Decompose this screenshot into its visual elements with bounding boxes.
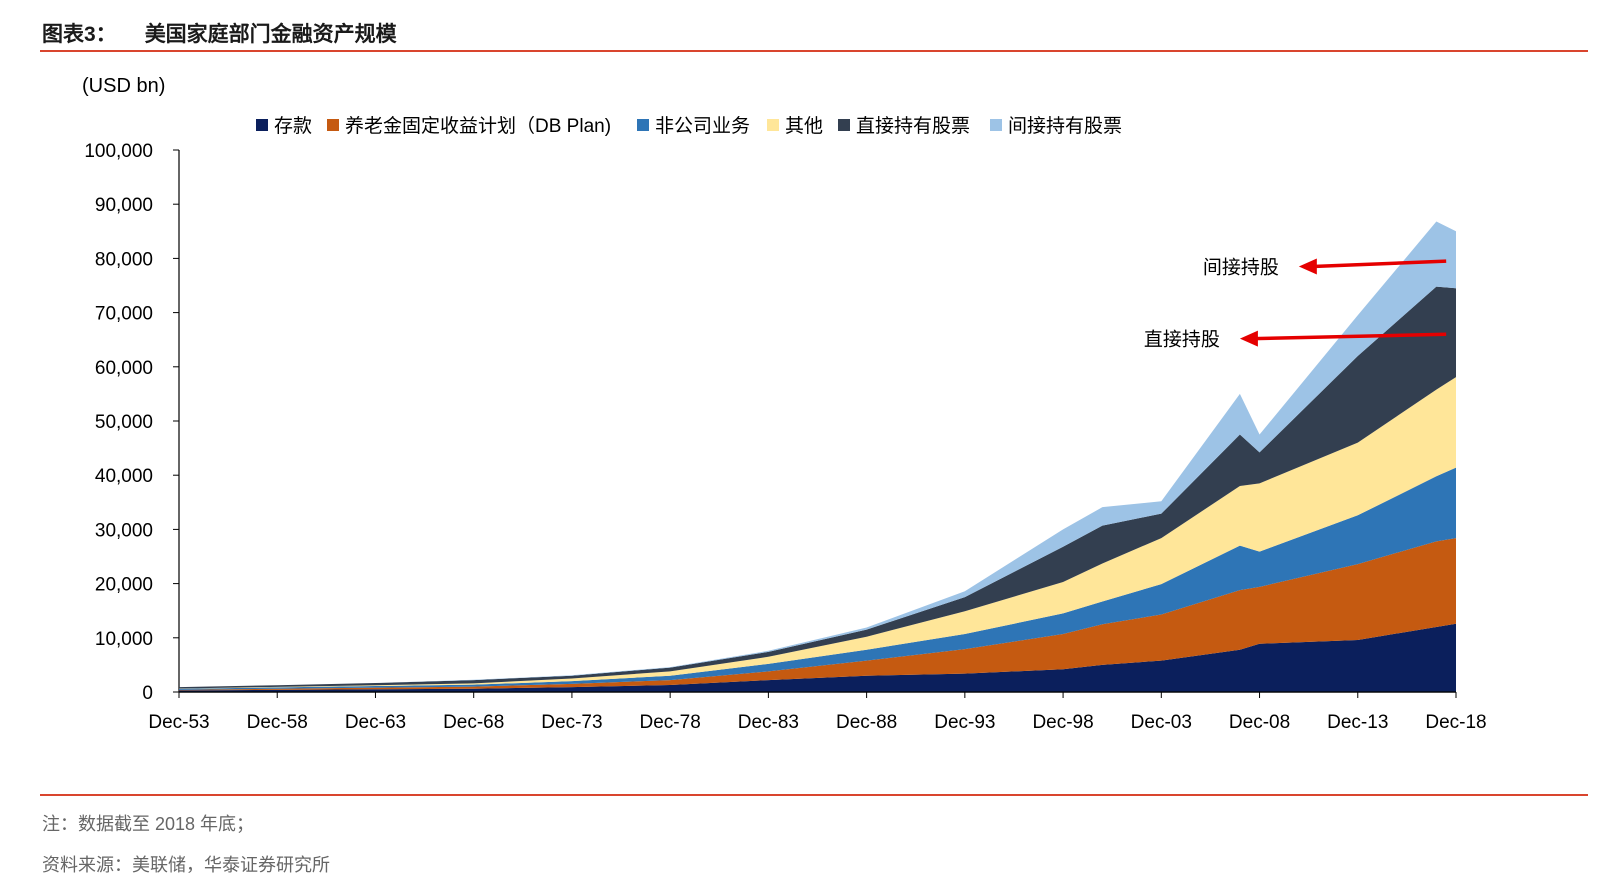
y-tick-label-3: 30,000 — [95, 520, 153, 541]
legend-label-1: 养老金固定收益计划（DB Plan) — [345, 115, 611, 137]
legend-swatch-5 — [990, 119, 1002, 131]
legend-label-4: 直接持有股票 — [856, 115, 970, 137]
legend-swatch-2 — [637, 119, 649, 131]
legend-swatch-1 — [327, 119, 339, 131]
y-tick-label-7: 70,000 — [95, 304, 153, 325]
annotation-arrow-0 — [1312, 259, 1447, 269]
x-tick-label-6: Dec-83 — [738, 712, 799, 733]
annotation-arrow-1 — [1253, 332, 1447, 341]
chart-areas — [179, 221, 1456, 693]
legend-label-2: 非公司业务 — [655, 115, 750, 137]
x-tick-label-1: Dec-58 — [247, 712, 308, 733]
x-tick-label-4: Dec-73 — [541, 712, 602, 733]
y-tick-label-0: 0 — [142, 683, 153, 704]
area-series-3 — [179, 377, 1456, 689]
y-tick-label-2: 20,000 — [95, 575, 153, 596]
chart-axes: 0 10,000 20,000 30,000 40,000 50,000 60,000 70,… — [84, 141, 1486, 733]
y-tick-label-8: 80,000 — [95, 249, 153, 270]
y-tick-label-5: 50,000 — [95, 412, 153, 433]
x-tick-label-9: Dec-98 — [1032, 712, 1093, 733]
annotation-label-1: 直接持股 — [1144, 329, 1220, 351]
x-tick-label-11: Dec-08 — [1229, 712, 1290, 733]
annotation-label-0: 间接持股 — [1203, 257, 1279, 279]
x-tick-label-13: Dec-18 — [1425, 712, 1486, 733]
header-rule — [40, 50, 1588, 52]
area-series-4 — [179, 286, 1456, 689]
x-tick-label-5: Dec-78 — [640, 712, 701, 733]
y-tick-label-10: 100,000 — [84, 141, 153, 162]
stacked-area-chart: (USD bn) 存款 养老金固定收益计划（DB Plan) 非公司业务 其他 直接持有… — [82, 75, 1487, 733]
footnote: 注：数据截至 2018 年底； — [42, 814, 255, 834]
legend-label-5: 间接持有股票 — [1008, 115, 1122, 137]
area-series-0 — [179, 623, 1456, 692]
annotation-arrowhead-0 — [1298, 258, 1317, 275]
legend-swatch-3 — [767, 119, 779, 131]
legend-swatch-0 — [256, 119, 268, 131]
x-tick-label-0: Dec-53 — [148, 712, 209, 733]
legend-label-0: 存款 — [274, 115, 312, 137]
figure-number: 图表3： — [42, 23, 117, 46]
x-tick-label-8: Dec-93 — [934, 712, 995, 733]
x-tick-label-3: Dec-68 — [443, 712, 504, 733]
y-tick-label-4: 40,000 — [95, 466, 153, 487]
footer-rule — [40, 794, 1588, 796]
chart-legend: 存款 养老金固定收益计划（DB Plan) 非公司业务 其他 直接持有股票 间接持有股票 — [256, 115, 1122, 137]
figure-title: 图表3： 美国家庭部门金融资产规模 — [42, 18, 397, 48]
y-tick-label-1: 10,000 — [95, 629, 153, 650]
source-note: 资料来源：美联储，华泰证券研究所 — [42, 855, 330, 875]
area-series-5 — [179, 221, 1456, 688]
legend-label-3: 其他 — [785, 115, 823, 137]
y-tick-label-6: 60,000 — [95, 358, 153, 379]
unit-label: (USD bn) — [82, 75, 165, 97]
x-tick-label-10: Dec-03 — [1131, 712, 1192, 733]
area-series-1 — [179, 538, 1456, 691]
x-tick-label-2: Dec-63 — [345, 712, 406, 733]
figure-subtitle: 美国家庭部门金融资产规模 — [144, 23, 397, 46]
x-tick-label-7: Dec-88 — [836, 712, 897, 733]
y-tick-label-9: 90,000 — [95, 195, 153, 216]
x-tick-label-12: Dec-13 — [1327, 712, 1388, 733]
area-series-2 — [179, 467, 1456, 690]
annotation-arrowhead-1 — [1239, 330, 1258, 347]
legend-swatch-4 — [838, 119, 850, 131]
